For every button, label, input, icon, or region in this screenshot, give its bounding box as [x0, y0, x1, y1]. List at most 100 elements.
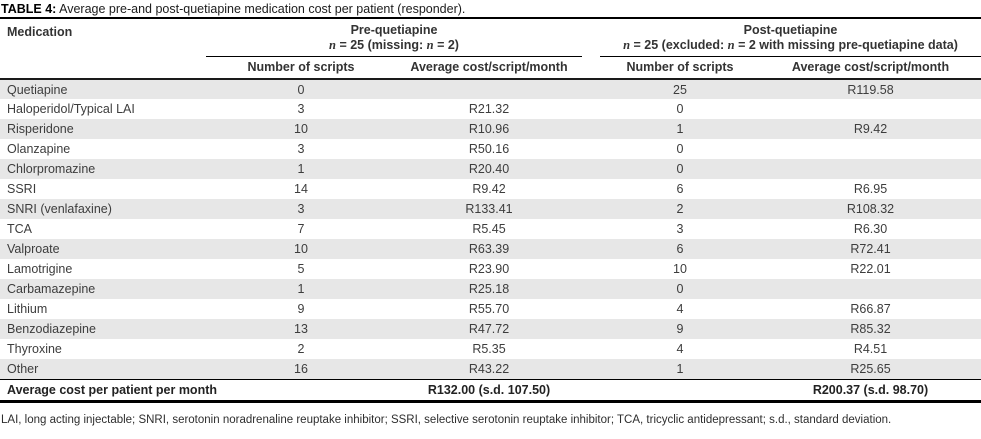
- post-scripts-cell: 0: [676, 142, 684, 156]
- medication-cell: Carbamazepine: [0, 279, 206, 299]
- table-row: Other 16 R43.22 1 R25.65: [0, 359, 981, 379]
- pre-scripts-cell: 1: [206, 279, 396, 299]
- post-quetiapine-group-header: Post-quetiapine n = 25 (excluded: n = 2 …: [600, 19, 981, 57]
- post-scripts-cell: 10: [673, 262, 687, 276]
- table-title-label: TABLE 4:: [1, 2, 57, 16]
- row-gap-cell: [582, 299, 600, 319]
- medication-cell: SNRI (venlafaxine): [0, 199, 206, 219]
- table-row: Haloperidol/Typical LAI 3 R21.32 0: [0, 99, 981, 119]
- row-gap-cell: [582, 179, 600, 199]
- post-avg-cost-cell: R66.87: [850, 302, 891, 316]
- row-gap-cell: [582, 159, 600, 179]
- pre-avg-cost-cell: R23.90: [468, 262, 510, 276]
- pre-group-subtitle: n = 25 (missing: n = 2): [206, 38, 582, 53]
- post-scripts-cell: 6: [676, 182, 684, 196]
- pre-scripts-cell: 7: [297, 222, 305, 236]
- summary-row: Average cost per patient per month R132.…: [0, 378, 981, 403]
- pre-avg-cost-column-header: Average cost/script/month: [396, 56, 582, 80]
- table-row: Risperidone 10 R10.96 1 R9.42: [0, 119, 981, 139]
- post-scripts-cell: 1: [600, 119, 760, 139]
- post-scripts-cell: 9: [600, 319, 760, 339]
- pre-avg-cost-cell: R50.16: [468, 142, 510, 156]
- pre-n-symbol-2: n: [426, 38, 434, 52]
- medication-cell: Other: [0, 359, 206, 379]
- post-scripts-cell: 0: [600, 279, 760, 299]
- post-avg-cost-cell: [760, 99, 981, 119]
- table-row: Lithium 9 R55.70 4 R66.87: [0, 299, 981, 319]
- post-avg-cost-cell: R6.95: [853, 182, 888, 196]
- pre-avg-cost-cell: R10.96: [396, 119, 582, 139]
- summary-gap-cell: [582, 378, 600, 403]
- table-row: Quetiapine 0 25 R119.58: [0, 79, 981, 99]
- pre-sub-mid: = 25 (missing:: [335, 38, 427, 52]
- row-gap-cell: [582, 239, 600, 259]
- post-avg-cost-cell: R6.30: [853, 222, 888, 236]
- post-avg-cost-cell: R25.65: [760, 359, 981, 379]
- pre-avg-cost-cell: R25.18: [396, 279, 582, 299]
- post-avg-cost-cell: R9.42: [760, 119, 981, 139]
- medication-cell: SSRI: [7, 182, 37, 196]
- medication-cell: Thyroxine: [7, 342, 62, 356]
- post-avg-cost-cell: R22.01: [850, 262, 891, 276]
- medication-cell: Haloperidol/Typical LAI: [7, 102, 135, 116]
- post-avg-cost-cell: R85.32: [760, 319, 981, 339]
- post-sub-mid: = 25 (excluded:: [630, 38, 728, 52]
- subcolumn-header-row: Number of scripts Average cost/script/mo…: [0, 56, 981, 80]
- pre-scripts-cell: 0: [206, 79, 396, 99]
- pre-scripts-cell: 10: [206, 119, 396, 139]
- post-n-symbol-2: n: [727, 38, 735, 52]
- post-scripts-cell: 1: [600, 359, 760, 379]
- row-gap-cell: [582, 319, 600, 339]
- post-avg-cost-cell: R119.58: [760, 79, 981, 99]
- pre-scripts-cell: 5: [297, 262, 305, 276]
- medication-cell: Chlorpromazine: [0, 159, 206, 179]
- medication-cell: Quetiapine: [0, 79, 206, 99]
- pre-scripts-cell: 13: [206, 319, 396, 339]
- post-group-name: Post-quetiapine: [743, 23, 838, 37]
- pre-scripts-cell: 14: [294, 182, 308, 196]
- medication-cell: Valproate: [0, 239, 206, 259]
- pre-avg-cost-cell: R5.35: [472, 342, 506, 356]
- table-row: Lamotrigine 5 R23.90 10 R22.01: [0, 259, 981, 279]
- row-gap-cell: [582, 359, 600, 379]
- summary-label: Average cost per patient per month: [0, 378, 396, 403]
- medication-cell: Benzodiazepine: [0, 319, 206, 339]
- abbreviations-footnote: LAI, long acting injectable; SNRI, serot…: [1, 413, 892, 426]
- post-scripts-cell: 4: [676, 342, 684, 356]
- table-title: TABLE 4: Average pre-and post-quetiapine…: [0, 0, 981, 19]
- table-body: Quetiapine 0 25 R119.58 Haloperidol/Typical …: [0, 79, 981, 379]
- pre-avg-cost-cell: R55.70: [468, 302, 510, 316]
- pre-scripts-cell: 2: [297, 342, 305, 356]
- post-scripts-cell: 0: [600, 159, 760, 179]
- pre-group-name: Pre-quetiapine: [350, 23, 438, 37]
- pre-avg-cost-cell: R133.41: [396, 199, 582, 219]
- group-header-row: Medication Pre-quetiapine n = 25 (missin…: [0, 19, 981, 80]
- row-gap-cell: [582, 279, 600, 299]
- pre-avg-cost-cell: [396, 79, 582, 99]
- row-gap-cell: [582, 199, 600, 219]
- pre-avg-cost-cell: R5.45: [472, 222, 506, 236]
- post-scripts-cell: 3: [676, 222, 684, 236]
- table-title-text: Average pre-and post-quetiapine medicati…: [56, 2, 466, 16]
- table-row: TCA 7 R5.45 3 R6.30: [0, 219, 981, 239]
- table-row: Carbamazepine 1 R25.18 0: [0, 279, 981, 299]
- summary-post-avg-cost: R200.37 (s.d. 98.70): [760, 378, 981, 403]
- pre-avg-cost-cell: R21.32: [468, 102, 510, 116]
- row-gap-cell: [582, 219, 600, 239]
- post-n-symbol: n: [623, 38, 631, 52]
- post-sub-end: = 2 with missing pre-quetiapine data): [734, 38, 958, 52]
- table-row: Olanzapine 3 R50.16 0: [0, 139, 981, 159]
- pre-avg-cost-cell: R63.39: [396, 239, 582, 259]
- table-row: SSRI 14 R9.42 6 R6.95: [0, 179, 981, 199]
- row-gap-cell: [582, 139, 600, 159]
- table-footer: Average cost per patient per month R132.…: [0, 378, 981, 403]
- post-avg-cost-cell: R4.51: [853, 342, 888, 356]
- pre-sub-end: = 2): [433, 38, 459, 52]
- post-avg-cost-cell: [760, 139, 981, 159]
- post-scripts-cell: 0: [676, 102, 684, 116]
- post-avg-cost-cell: [760, 159, 981, 179]
- medication-cell: Lamotrigine: [7, 262, 73, 276]
- table-row: Benzodiazepine 13 R47.72 9 R85.32: [0, 319, 981, 339]
- row-gap-cell: [582, 99, 600, 119]
- pre-scripts-cell: 10: [206, 239, 396, 259]
